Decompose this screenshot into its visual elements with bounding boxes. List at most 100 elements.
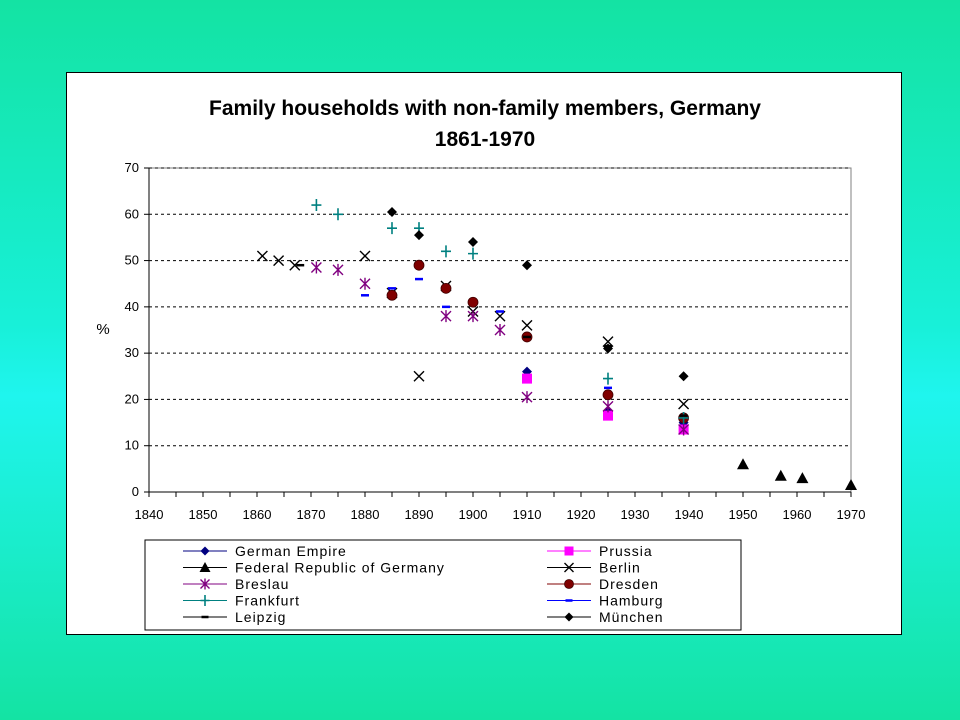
legend-item-german-empire: German Empire	[183, 543, 347, 559]
x-tick-label: 1880	[351, 507, 380, 522]
chart-subtitle: 1861-1970	[435, 128, 535, 151]
data-point-m-nchen	[522, 260, 532, 271]
data-point-frankfurt	[603, 372, 613, 385]
y-tick-label: 50	[125, 253, 139, 268]
series-hamburg	[361, 277, 612, 390]
x-tick-label: 1940	[675, 507, 704, 522]
data-point-berlin	[413, 370, 425, 382]
x-tick-label: 1850	[189, 507, 218, 522]
data-point-federal-republic-of-germany	[845, 479, 857, 491]
x-tick-label: 1950	[729, 507, 758, 522]
legend-label: Dresden	[599, 576, 659, 592]
data-point-frankfurt	[678, 411, 689, 424]
y-tick-label: 60	[125, 206, 139, 221]
data-point-m-nchen	[603, 343, 613, 354]
data-point-dresden	[413, 259, 425, 271]
data-point-breslau	[494, 324, 506, 336]
legend-item-breslau: Breslau	[183, 576, 289, 592]
legend-item-federal-republic-of-germany: Federal Republic of Germany	[183, 560, 445, 576]
data-point-federal-republic-of-germany	[737, 458, 749, 470]
legend-label: Federal Republic of Germany	[235, 560, 445, 576]
x-tick-label: 1930	[621, 507, 650, 522]
legend-marker	[564, 546, 574, 556]
data-point-breslau	[440, 310, 452, 323]
data-point-breslau	[359, 277, 371, 290]
legend-box	[144, 539, 742, 631]
data-point-m-nchen	[414, 230, 424, 241]
data-point-m-nchen	[468, 237, 478, 248]
x-tick-label: 1920	[567, 507, 596, 522]
data-point-breslau	[310, 261, 322, 274]
y-tick-label: 10	[125, 438, 139, 453]
data-point-frankfurt	[311, 199, 322, 212]
data-point-frankfurt	[468, 247, 478, 260]
data-point-dresden	[440, 282, 452, 294]
x-tick-label: 1840	[135, 507, 164, 522]
data-point-federal-republic-of-germany	[796, 472, 809, 484]
series-frankfurt	[311, 199, 689, 424]
plot-area: 0 10 20 30 40 50 60 70 1840 1850 1860 1870 1880 1890 1…	[125, 160, 866, 522]
legend-marker	[200, 578, 210, 590]
legend-item-m-nchen: München	[547, 609, 663, 625]
legend-item-berlin: Berlin	[547, 560, 641, 576]
data-point-breslau	[602, 400, 614, 413]
x-tick-label: 1870	[297, 507, 326, 522]
y-axis-label: %	[96, 321, 109, 338]
legend-item-dresden: Dresden	[547, 576, 659, 592]
legend-marker	[564, 562, 574, 573]
y-tick-label: 70	[125, 160, 139, 175]
legend-label: Frankfurt	[235, 593, 300, 609]
data-point-prussia	[603, 410, 613, 421]
y-tick-label: 40	[125, 299, 139, 314]
x-tick-label: 1860	[243, 507, 272, 522]
series-breslau	[310, 261, 690, 436]
legend-label: German Empire	[235, 543, 347, 559]
data-point-frankfurt	[387, 222, 397, 235]
legend-marker	[564, 579, 574, 589]
series-m-nchen	[387, 206, 689, 382]
legend-marker	[564, 612, 574, 622]
legend-label: Hamburg	[599, 593, 664, 609]
series-federal-republic-of-germany	[737, 458, 857, 491]
legend-label: Breslau	[235, 576, 289, 592]
data-point-m-nchen	[678, 371, 689, 382]
data-point-dresden	[467, 296, 479, 308]
y-tick-label: 0	[132, 484, 139, 499]
data-point-berlin	[289, 259, 301, 271]
x-tick-label: 1910	[513, 507, 542, 522]
data-point-berlin	[359, 250, 371, 262]
data-point-frankfurt	[333, 208, 343, 221]
data-point-berlin	[521, 319, 533, 331]
data-point-berlin	[602, 336, 614, 348]
data-point-dresden	[602, 389, 614, 401]
data-point-prussia	[522, 373, 532, 384]
data-point-breslau	[521, 391, 533, 404]
legend-marker	[200, 595, 210, 606]
data-point-federal-republic-of-germany	[774, 469, 787, 481]
x-tick-label: 1970	[837, 507, 866, 522]
data-point-breslau	[332, 263, 344, 276]
legend-item-hamburg: Hamburg	[547, 593, 664, 609]
data-point-frankfurt	[441, 245, 451, 258]
series-dresden	[386, 259, 689, 424]
y-tick-label: 30	[125, 345, 139, 360]
legend-item-leipzig: Leipzig	[183, 609, 285, 625]
legend-item-frankfurt: Frankfurt	[183, 593, 300, 609]
data-point-berlin	[256, 250, 268, 262]
y-tick-label: 20	[125, 391, 139, 406]
x-tick-label: 1960	[783, 507, 812, 522]
chart-frame: Family households with non-family member…	[66, 72, 902, 635]
data-point-berlin	[273, 255, 285, 267]
data-point-breslau	[467, 310, 479, 323]
chart-title: Family households with non-family member…	[209, 97, 761, 120]
data-point-berlin	[494, 310, 506, 322]
legend: German Empire Prussia Federal Republic of …	[144, 539, 742, 631]
chart-svg: Family households with non-family member…	[96, 97, 866, 631]
data-point-dresden	[386, 289, 398, 301]
legend-marker	[200, 546, 210, 556]
x-tick-label: 1890	[405, 507, 434, 522]
legend-item-prussia: Prussia	[547, 543, 652, 559]
data-point-breslau	[678, 423, 690, 436]
legend-label: Berlin	[599, 560, 641, 576]
data-point-berlin	[678, 398, 690, 410]
